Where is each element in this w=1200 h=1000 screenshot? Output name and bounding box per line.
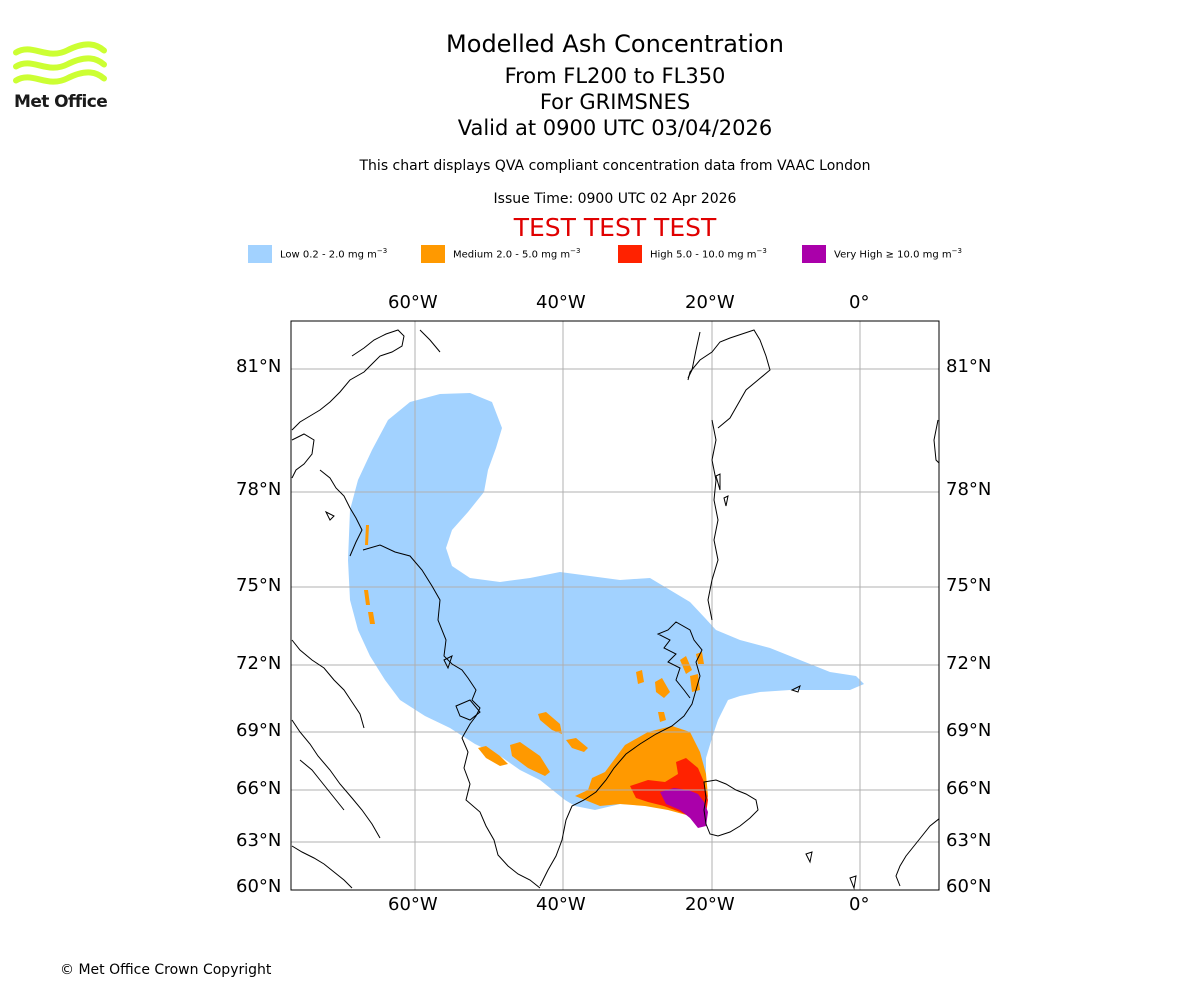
lat-tick-right-78n: 78°N [946,479,992,500]
lat-tick-right-75n: 75°N [946,575,992,596]
ash-region-medium-north-1 [655,678,670,698]
legend-unit-exp-medium: −3 [570,247,581,256]
legend-item-medium: Medium 2.0 - 5.0 mg m−3 [421,244,580,264]
lon-tick-top-60w: 60°W [388,292,438,313]
legend-range-medium: 2.0 - 5.0 mg m [496,249,571,261]
legend-name-medium: Medium [453,249,493,261]
lon-tick-bottom-60w: 60°W [388,894,438,915]
valid-time: Valid at 0900 UTC 03/04/2026 [457,116,773,140]
lat-tick-left-66n: 66°N [236,778,282,799]
chart-description: This chart displays QVA compliant concen… [359,158,871,174]
lat-tick-left-75n: 75°N [236,575,282,596]
lon-tick-bottom-40w: 40°W [536,894,586,915]
legend-name-high: High [650,249,673,261]
legend-name-very-high: Very High [834,249,883,261]
map-frame [290,320,940,891]
legend-swatch-low [248,245,272,263]
lat-tick-right-81n: 81°N [946,356,992,377]
coastlines [291,329,939,890]
legend-swatch-medium [421,245,445,263]
lat-tick-right-63n: 63°N [946,830,992,851]
lon-tick-top-20w: 20°W [685,292,735,313]
lat-tick-left-63n: 63°N [236,830,282,851]
issue-time: Issue Time: 0900 UTC 02 Apr 2026 [493,191,737,207]
ash-concentration-map[interactable] [290,320,940,891]
legend-swatch-high [618,245,642,263]
lat-tick-left-60n: 60°N [236,876,282,897]
legend-unit-exp-high: −3 [756,247,767,256]
lon-tick-top-0: 0° [849,292,870,313]
chart-title: Modelled Ash Concentration [446,30,784,58]
ash-region-medium-north-2 [636,670,644,684]
copyright-notice: © Met Office Crown Copyright [60,962,272,978]
lon-tick-top-40w: 40°W [536,292,586,313]
lat-tick-left-81n: 81°N [236,356,282,377]
legend-range-very-high: ≥ 10.0 mg m [885,249,952,261]
ash-region-medium-band-4 [566,738,588,752]
legend-item-low: Low 0.2 - 2.0 mg m−3 [248,244,387,264]
ash-region-medium-north-4 [658,674,700,722]
lat-tick-right-69n: 69°N [946,720,992,741]
map-gridlines [291,321,939,890]
legend-item-very-high: Very High ≥ 10.0 mg m−3 [802,244,962,264]
legend-name-low: Low [280,249,300,261]
flight-level-range: From FL200 to FL350 [504,64,726,88]
lat-tick-right-66n: 66°N [946,778,992,799]
ash-region-medium-band-3 [538,712,562,734]
lat-tick-right-60n: 60°N [946,876,992,897]
ash-region-medium-band-2 [478,746,508,766]
lon-tick-bottom-20w: 20°W [685,894,735,915]
test-banner: TEST TEST TEST [513,213,717,242]
legend-range-high: 5.0 - 10.0 mg m [676,249,757,261]
ash-region-medium-band-1 [510,742,550,776]
legend-unit-exp-very-high: −3 [951,247,962,256]
lat-tick-left-72n: 72°N [236,653,282,674]
lat-tick-left-78n: 78°N [236,479,282,500]
lon-tick-bottom-0: 0° [849,894,870,915]
met-office-logo [13,41,107,85]
lat-tick-right-72n: 72°N [946,653,992,674]
ash-region-very-high [660,788,708,828]
ash-region-low [348,393,864,812]
logo-wordmark: Met Office [14,92,108,112]
lat-tick-left-69n: 69°N [236,720,282,741]
ash-region-medium-west [364,525,375,624]
legend-item-high: High 5.0 - 10.0 mg m−3 [618,244,767,264]
volcano-name: For GRIMSNES [539,90,691,114]
legend-swatch-very-high [802,245,826,263]
legend-range-low: 0.2 - 2.0 mg m [302,249,377,261]
legend-unit-exp-low: −3 [376,247,388,256]
